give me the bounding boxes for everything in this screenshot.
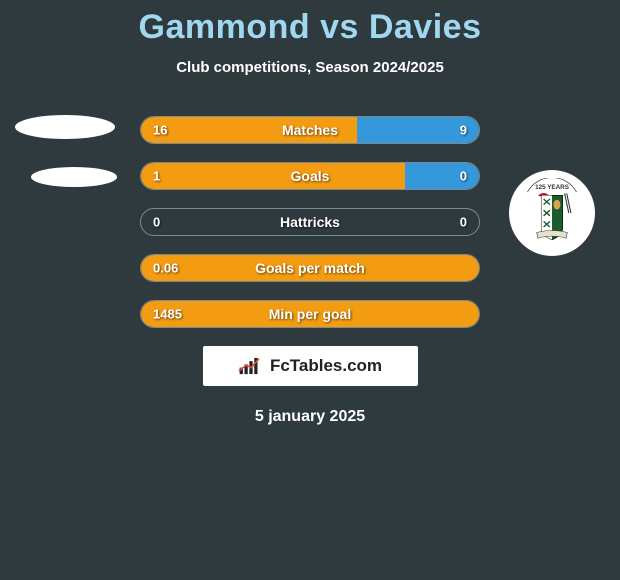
right-team-badge: 125 YEARS bbox=[505, 170, 595, 260]
footer-logo[interactable]: FcTables.com bbox=[203, 346, 418, 386]
stat-label: Hattricks bbox=[280, 214, 340, 230]
crest-icon: 125 YEARS bbox=[517, 178, 587, 248]
stat-label: Goals per match bbox=[255, 260, 365, 276]
stats-container: 16 9 Matches 1 0 Goals 0 0 Hattricks 0.06 Goals pe… bbox=[140, 116, 480, 328]
right-value: 9 bbox=[460, 123, 467, 138]
footer-logo-text: FcTables.com bbox=[270, 356, 382, 376]
left-badge-ellipse-bottom bbox=[31, 167, 117, 187]
date-text: 5 january 2025 bbox=[0, 408, 620, 426]
right-value: 0 bbox=[460, 215, 467, 230]
left-team-badge bbox=[15, 115, 105, 205]
left-value: 1 bbox=[153, 169, 160, 184]
bar-chart-icon bbox=[238, 356, 264, 376]
page-title: Gammond vs Davies bbox=[0, 0, 620, 47]
left-value: 0.06 bbox=[153, 261, 178, 276]
subtitle: Club competitions, Season 2024/2025 bbox=[0, 59, 620, 76]
right-crest: 125 YEARS bbox=[509, 170, 595, 256]
stat-row: 0 0 Hattricks bbox=[140, 208, 480, 236]
stat-label: Min per goal bbox=[269, 306, 351, 322]
left-value: 1485 bbox=[153, 307, 182, 322]
left-value: 16 bbox=[153, 123, 167, 138]
right-value: 0 bbox=[460, 169, 467, 184]
left-value: 0 bbox=[153, 215, 160, 230]
left-badge-ellipse-top bbox=[15, 115, 115, 139]
stat-row: 16 9 Matches bbox=[140, 116, 480, 144]
stat-row: 1 0 Goals bbox=[140, 162, 480, 190]
right-bar bbox=[405, 163, 479, 189]
stat-label: Matches bbox=[282, 122, 338, 138]
stat-label: Goals bbox=[291, 168, 330, 184]
left-bar bbox=[141, 163, 405, 189]
crest-top-text: 125 YEARS bbox=[535, 184, 569, 191]
stat-row: 0.06 Goals per match bbox=[140, 254, 480, 282]
stat-row: 1485 Min per goal bbox=[140, 300, 480, 328]
